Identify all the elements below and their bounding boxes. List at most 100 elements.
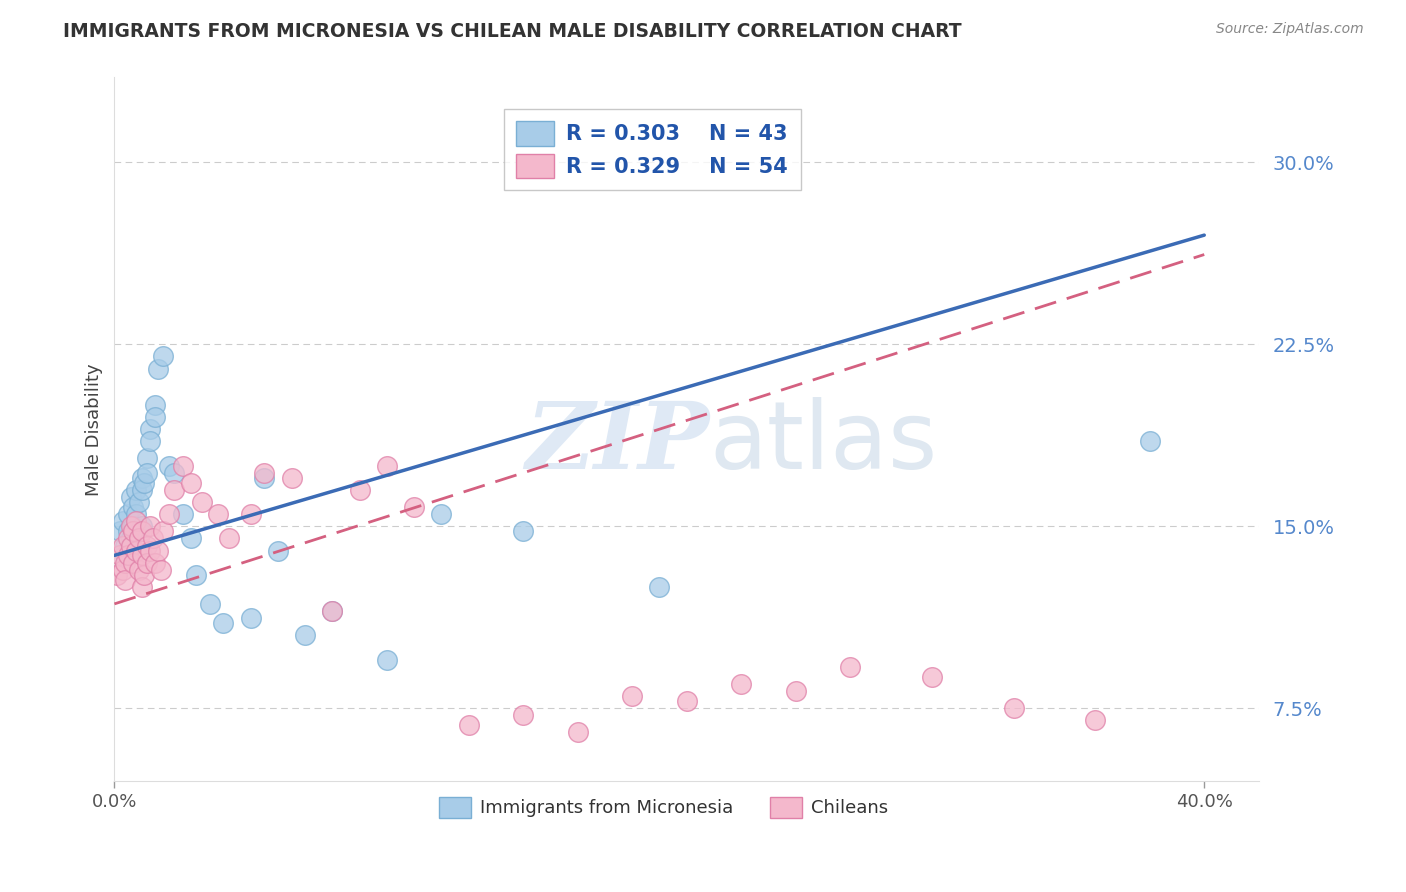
Point: [125, 515, 148, 529]
Text: IMMIGRANTS FROM MICRONESIA VS CHILEAN MALE DISABILITY CORRELATION CHART: IMMIGRANTS FROM MICRONESIA VS CHILEAN MA…: [63, 22, 962, 41]
Y-axis label: Male Disability: Male Disability: [86, 363, 103, 496]
Point: [218, 532, 240, 546]
Point: [114, 573, 136, 587]
Point: [136, 451, 159, 466]
Point: [143, 410, 166, 425]
Point: [108, 549, 131, 563]
Point: [134, 567, 156, 582]
Point: [128, 532, 150, 546]
Point: [114, 539, 136, 553]
Point: [648, 580, 671, 594]
Point: [457, 718, 479, 732]
Point: [512, 524, 534, 538]
Point: [567, 725, 589, 739]
Legend: Immigrants from Micronesia, Chileans: Immigrants from Micronesia, Chileans: [432, 789, 896, 825]
Point: [785, 684, 807, 698]
Point: [136, 556, 159, 570]
Point: [172, 507, 194, 521]
Point: [117, 549, 139, 563]
Point: [839, 660, 862, 674]
Point: [294, 628, 316, 642]
Point: [139, 422, 162, 436]
Point: [207, 507, 229, 521]
Point: [111, 539, 134, 553]
Point: [114, 556, 136, 570]
Point: [128, 495, 150, 509]
Point: [122, 500, 145, 514]
Point: [375, 458, 398, 473]
Point: [1084, 714, 1107, 728]
Point: [114, 549, 136, 563]
Point: [321, 604, 343, 618]
Point: [280, 471, 302, 485]
Point: [131, 549, 153, 563]
Point: [131, 524, 153, 538]
Point: [921, 670, 943, 684]
Point: [349, 483, 371, 497]
Point: [120, 539, 142, 553]
Point: [430, 507, 453, 521]
Point: [157, 458, 180, 473]
Point: [149, 563, 172, 577]
Point: [117, 532, 139, 546]
Point: [1139, 434, 1161, 449]
Point: [198, 597, 221, 611]
Text: ZIP: ZIP: [526, 399, 710, 488]
Point: [621, 689, 644, 703]
Point: [111, 515, 134, 529]
Point: [136, 539, 159, 553]
Point: [120, 490, 142, 504]
Point: [321, 604, 343, 618]
Point: [122, 524, 145, 538]
Point: [190, 495, 212, 509]
Point: [239, 507, 262, 521]
Point: [375, 653, 398, 667]
Text: Source: ZipAtlas.com: Source: ZipAtlas.com: [1216, 22, 1364, 37]
Point: [186, 567, 208, 582]
Point: [142, 532, 165, 546]
Point: [125, 507, 148, 521]
Point: [120, 532, 142, 546]
Point: [120, 519, 142, 533]
Point: [125, 483, 148, 497]
Point: [253, 471, 276, 485]
Point: [125, 543, 148, 558]
Point: [128, 524, 150, 538]
Point: [143, 556, 166, 570]
Point: [1002, 701, 1025, 715]
Point: [128, 563, 150, 577]
Point: [131, 471, 153, 485]
Point: [134, 475, 156, 490]
Point: [267, 543, 290, 558]
Text: atlas: atlas: [710, 397, 938, 490]
Point: [730, 677, 752, 691]
Point: [172, 458, 194, 473]
Point: [512, 708, 534, 723]
Point: [139, 543, 162, 558]
Point: [139, 434, 162, 449]
Point: [131, 580, 153, 594]
Point: [157, 507, 180, 521]
Point: [136, 466, 159, 480]
Point: [212, 616, 235, 631]
Point: [105, 567, 128, 582]
Point: [146, 543, 169, 558]
Point: [180, 475, 202, 490]
Point: [117, 524, 139, 538]
Point: [180, 532, 202, 546]
Point: [404, 500, 426, 514]
Point: [122, 519, 145, 533]
Point: [253, 466, 276, 480]
Point: [163, 466, 186, 480]
Point: [131, 519, 153, 533]
Point: [111, 563, 134, 577]
Point: [139, 519, 162, 533]
Point: [143, 398, 166, 412]
Point: [163, 483, 186, 497]
Point: [152, 350, 174, 364]
Point: [108, 524, 131, 538]
Point: [117, 507, 139, 521]
Point: [146, 361, 169, 376]
Point: [152, 524, 174, 538]
Point: [239, 611, 262, 625]
